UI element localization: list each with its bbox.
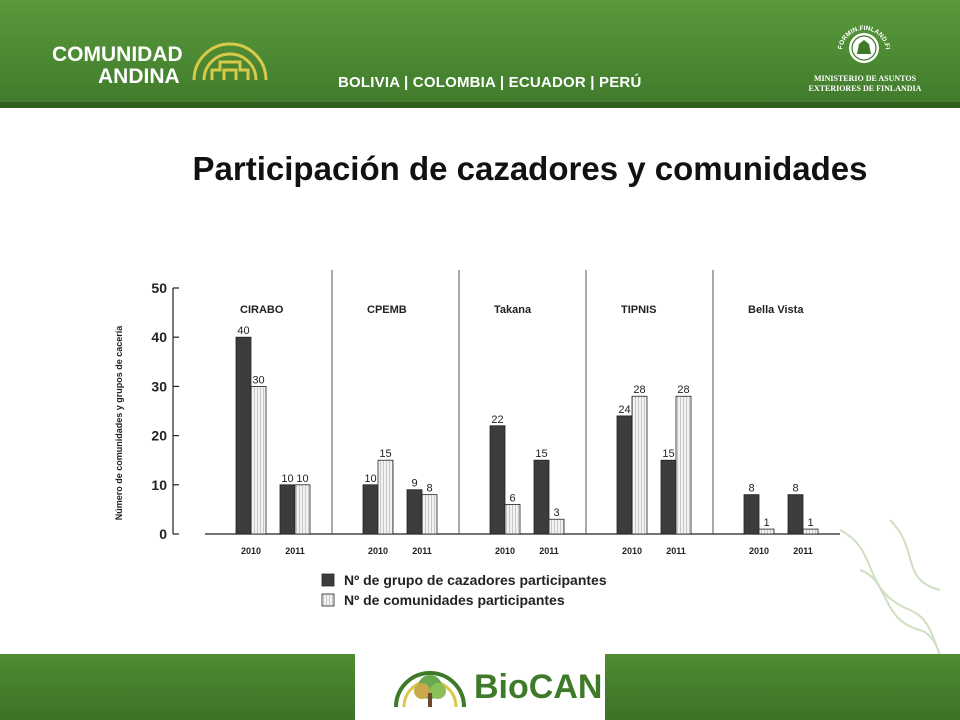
bar-value-label: 22	[491, 414, 503, 426]
bar-communities	[802, 528, 819, 535]
bar-value-label: 28	[677, 384, 689, 396]
bar-value-label: 15	[662, 448, 674, 460]
legend-label: Nº de grupo de cazadores participantes	[344, 572, 607, 588]
bar-hunter-groups	[616, 415, 633, 535]
group-label: TIPNIS	[621, 304, 656, 316]
y-tick-label: 30	[151, 378, 167, 394]
legend-swatch	[321, 593, 335, 607]
x-tick-label: 2010	[749, 546, 769, 556]
bar-communities	[250, 386, 267, 535]
ministry-label: MINISTERIO DE ASUNTOS EXTERIORES DE FINL…	[790, 74, 940, 94]
bar-value-label: 9	[411, 478, 417, 490]
group-label: CIRABO	[240, 304, 284, 316]
brand-line1: COMUNIDAD	[52, 43, 183, 66]
x-tick-label: 2011	[666, 546, 686, 556]
comunidad-andina-logo: COMUNIDAD ANDINA	[52, 44, 183, 88]
bar-hunter-groups	[279, 484, 296, 535]
bar-value-label: 40	[237, 325, 249, 337]
bar-value-label: 8	[792, 483, 798, 495]
page-title: Participación de cazadores y comunidades	[192, 150, 868, 187]
header-banner	[0, 0, 960, 108]
bar-communities	[758, 528, 775, 535]
bar-communities	[421, 494, 438, 535]
bar-value-label: 24	[618, 404, 630, 416]
bar-hunter-groups	[787, 494, 804, 535]
bar-value-label: 15	[379, 448, 391, 460]
participation-bar-chart: Número de comunidades y grupos de cacerí…	[114, 270, 840, 608]
y-tick-label: 0	[159, 526, 167, 542]
x-tick-label: 2010	[622, 546, 642, 556]
x-tick-label: 2011	[539, 546, 559, 556]
legend-swatch	[321, 573, 335, 587]
group-label: Takana	[494, 304, 532, 316]
footer-logo-panel	[355, 654, 605, 720]
y-tick-label: 20	[151, 428, 167, 444]
ministry-line2: EXTERIORES DE FINLANDIA	[808, 84, 922, 93]
bar-value-label: 8	[748, 483, 754, 495]
x-tick-label: 2010	[495, 546, 515, 556]
x-tick-label: 2010	[241, 546, 261, 556]
bar-value-label: 10	[364, 473, 376, 485]
bar-value-label: 1	[807, 517, 813, 529]
x-tick-label: 2011	[793, 546, 813, 556]
y-tick-label: 40	[151, 329, 167, 345]
brand-line2: ANDINA	[98, 65, 180, 88]
bar-value-label: 6	[509, 492, 515, 504]
biocan-logo-text: BioCAN	[474, 668, 603, 706]
bar-value-label: 1	[763, 517, 769, 529]
bar-communities	[548, 518, 565, 535]
bar-communities	[294, 484, 311, 535]
bar-communities	[377, 459, 394, 535]
bar-value-label: 30	[252, 374, 264, 386]
x-tick-label: 2010	[368, 546, 388, 556]
bar-hunter-groups	[235, 336, 252, 535]
legend-label: Nº de comunidades participantes	[344, 592, 565, 608]
footer-banner	[0, 654, 960, 720]
bar-value-label: 15	[535, 448, 547, 460]
x-tick-label: 2011	[412, 546, 432, 556]
y-tick-label: 50	[151, 280, 167, 296]
member-countries: BOLIVIA | COLOMBIA | ECUADOR | PERÚ	[338, 74, 642, 91]
x-tick-label: 2011	[285, 546, 305, 556]
andean-arch-icon	[192, 42, 268, 81]
group-label: Bella Vista	[748, 304, 804, 316]
bar-hunter-groups	[362, 484, 379, 535]
header-stripe	[0, 102, 960, 108]
bar-communities	[504, 504, 521, 535]
bar-communities	[675, 395, 692, 535]
bar-value-label: 3	[553, 507, 559, 519]
biocan-tree-icon	[394, 671, 466, 708]
bar-value-label: 8	[426, 483, 432, 495]
bar-hunter-groups	[406, 489, 423, 535]
bar-communities	[631, 395, 648, 535]
bar-value-label: 10	[281, 473, 293, 485]
bar-value-label: 10	[296, 473, 308, 485]
finland-seal-icon: FORMIN.FINLAND.FI	[837, 25, 891, 63]
bar-hunter-groups	[489, 425, 506, 535]
bar-value-label: 28	[633, 384, 645, 396]
bar-hunter-groups	[660, 459, 677, 535]
bar-hunter-groups	[743, 494, 760, 535]
y-axis-label: Número de comunidades y grupos de cacerí…	[114, 325, 124, 521]
y-tick-label: 10	[151, 477, 167, 493]
group-label: CPEMB	[367, 304, 407, 316]
bar-hunter-groups	[533, 459, 550, 535]
ministry-line1: MINISTERIO DE ASUNTOS	[813, 74, 917, 83]
